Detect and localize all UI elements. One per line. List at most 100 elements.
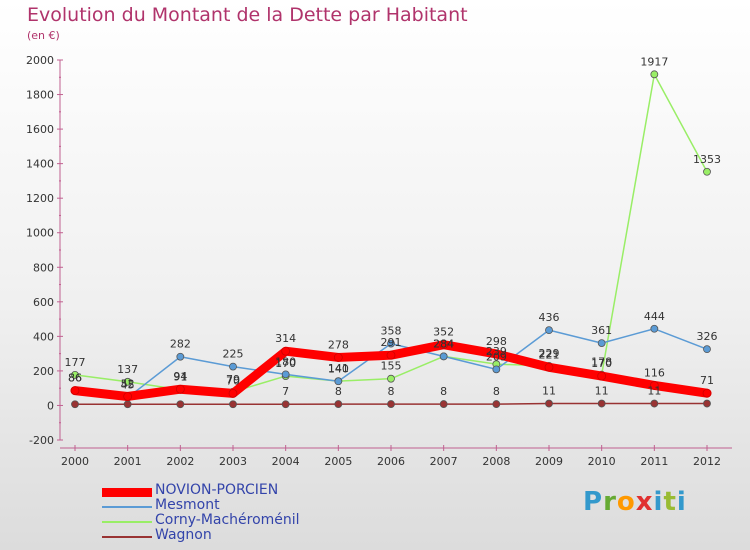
data-point xyxy=(175,384,185,394)
data-point xyxy=(650,399,659,408)
data-label: 358 xyxy=(381,325,402,338)
data-label: 86 xyxy=(68,372,82,385)
x-tick-label: 2008 xyxy=(482,455,510,468)
data-point xyxy=(123,400,132,409)
data-point xyxy=(123,392,133,401)
data-label: 140 xyxy=(328,362,349,375)
data-point xyxy=(492,400,501,408)
data-point xyxy=(544,362,554,372)
x-tick-label: 2004 xyxy=(272,455,300,468)
data-label: 177 xyxy=(65,356,86,369)
data-point xyxy=(228,388,238,398)
data-point xyxy=(545,399,553,408)
data-label: 11 xyxy=(647,385,661,398)
data-label: 116 xyxy=(644,366,665,379)
data-label: 141 xyxy=(328,362,349,375)
line-chart: -200 0 200 400 600 800 1000 1200 1400 1600 1800 200… xyxy=(26,54,732,468)
data-label: 436 xyxy=(539,311,560,324)
data-label: 239 xyxy=(486,345,507,358)
data-point xyxy=(439,400,448,408)
data-label: 284 xyxy=(433,337,454,350)
data-point xyxy=(387,400,395,408)
y-tick-label: 1200 xyxy=(26,192,54,205)
legend-swatch xyxy=(102,536,152,538)
data-label: 70 xyxy=(226,374,240,387)
data-point xyxy=(333,353,343,362)
data-point xyxy=(649,381,659,390)
x-tick-label: 2003 xyxy=(219,455,247,468)
data-label: 8 xyxy=(335,385,342,398)
data-label: 444 xyxy=(644,310,665,323)
data-label: 326 xyxy=(697,330,718,343)
data-label: 137 xyxy=(117,363,138,376)
x-tick-label: 2012 xyxy=(693,455,721,468)
data-label: 86 xyxy=(68,372,82,385)
x-tick-label: 2001 xyxy=(114,455,142,468)
legend-label: Wagnon xyxy=(155,527,212,543)
proxiti-logo: Proxiti xyxy=(583,487,687,517)
chart-title: Evolution du Montant de la Dette par Hab… xyxy=(27,4,468,26)
data-point xyxy=(281,400,290,409)
data-point xyxy=(281,346,291,356)
y-tick-label: 200 xyxy=(33,365,54,378)
data-label: 225 xyxy=(223,348,244,361)
data-point xyxy=(229,362,237,371)
data-label: 8 xyxy=(493,385,500,398)
data-point xyxy=(229,400,237,409)
data-label: 352 xyxy=(433,326,454,339)
data-point xyxy=(387,374,395,383)
data-label: 180 xyxy=(275,355,296,368)
data-label: 170 xyxy=(591,357,612,370)
data-label: 8 xyxy=(388,385,395,398)
data-label: 79 xyxy=(226,373,240,386)
x-tick-label: 2002 xyxy=(166,455,194,468)
y-tick-label: 2000 xyxy=(26,54,54,67)
data-point xyxy=(334,400,343,408)
data-label: 282 xyxy=(170,338,191,351)
data-label: 229 xyxy=(539,347,560,360)
data-point xyxy=(703,399,711,408)
y-tick-label: -200 xyxy=(29,434,54,447)
legend-swatch xyxy=(102,521,152,523)
data-point xyxy=(597,339,606,348)
data-label: 314 xyxy=(275,332,296,345)
legend-swatch xyxy=(102,487,152,497)
data-label: 52 xyxy=(121,377,135,390)
data-point xyxy=(176,400,185,409)
data-point xyxy=(597,399,606,408)
data-point xyxy=(650,324,659,333)
data-point xyxy=(281,370,290,379)
data-point xyxy=(439,340,449,350)
data-label: 7 xyxy=(282,385,289,398)
data-point xyxy=(123,377,132,386)
data-label: 11 xyxy=(595,385,609,398)
data-point xyxy=(703,167,711,176)
data-label: 155 xyxy=(381,360,402,373)
data-label: 361 xyxy=(591,324,612,337)
y-tick-label: 1600 xyxy=(26,123,54,136)
legend-label: Corny-Machéroménil xyxy=(155,512,300,528)
x-tick-label: 2011 xyxy=(640,455,668,468)
data-point xyxy=(702,388,712,398)
x-tick-label: 2006 xyxy=(377,455,405,468)
y-tick-label: 1000 xyxy=(26,227,54,240)
data-label: 1917 xyxy=(640,55,668,68)
data-point xyxy=(597,371,607,381)
x-tick-label: 2007 xyxy=(430,455,458,468)
data-point xyxy=(70,386,80,396)
data-label: 11 xyxy=(542,385,556,398)
data-label: 71 xyxy=(700,374,714,387)
data-label: 1353 xyxy=(693,153,721,166)
y-tick-label: 0 xyxy=(47,399,54,412)
data-label: 209 xyxy=(486,350,507,363)
data-point xyxy=(545,326,553,335)
data-label: 221 xyxy=(539,348,560,361)
data-label: 298 xyxy=(486,335,507,348)
data-point xyxy=(703,345,711,354)
y-tick-label: 1400 xyxy=(26,158,54,171)
data-label: 8 xyxy=(440,385,447,398)
x-tick-label: 2010 xyxy=(588,455,616,468)
data-point xyxy=(439,352,448,361)
data-label: 94 xyxy=(173,370,187,383)
data-label: 170 xyxy=(275,357,296,370)
